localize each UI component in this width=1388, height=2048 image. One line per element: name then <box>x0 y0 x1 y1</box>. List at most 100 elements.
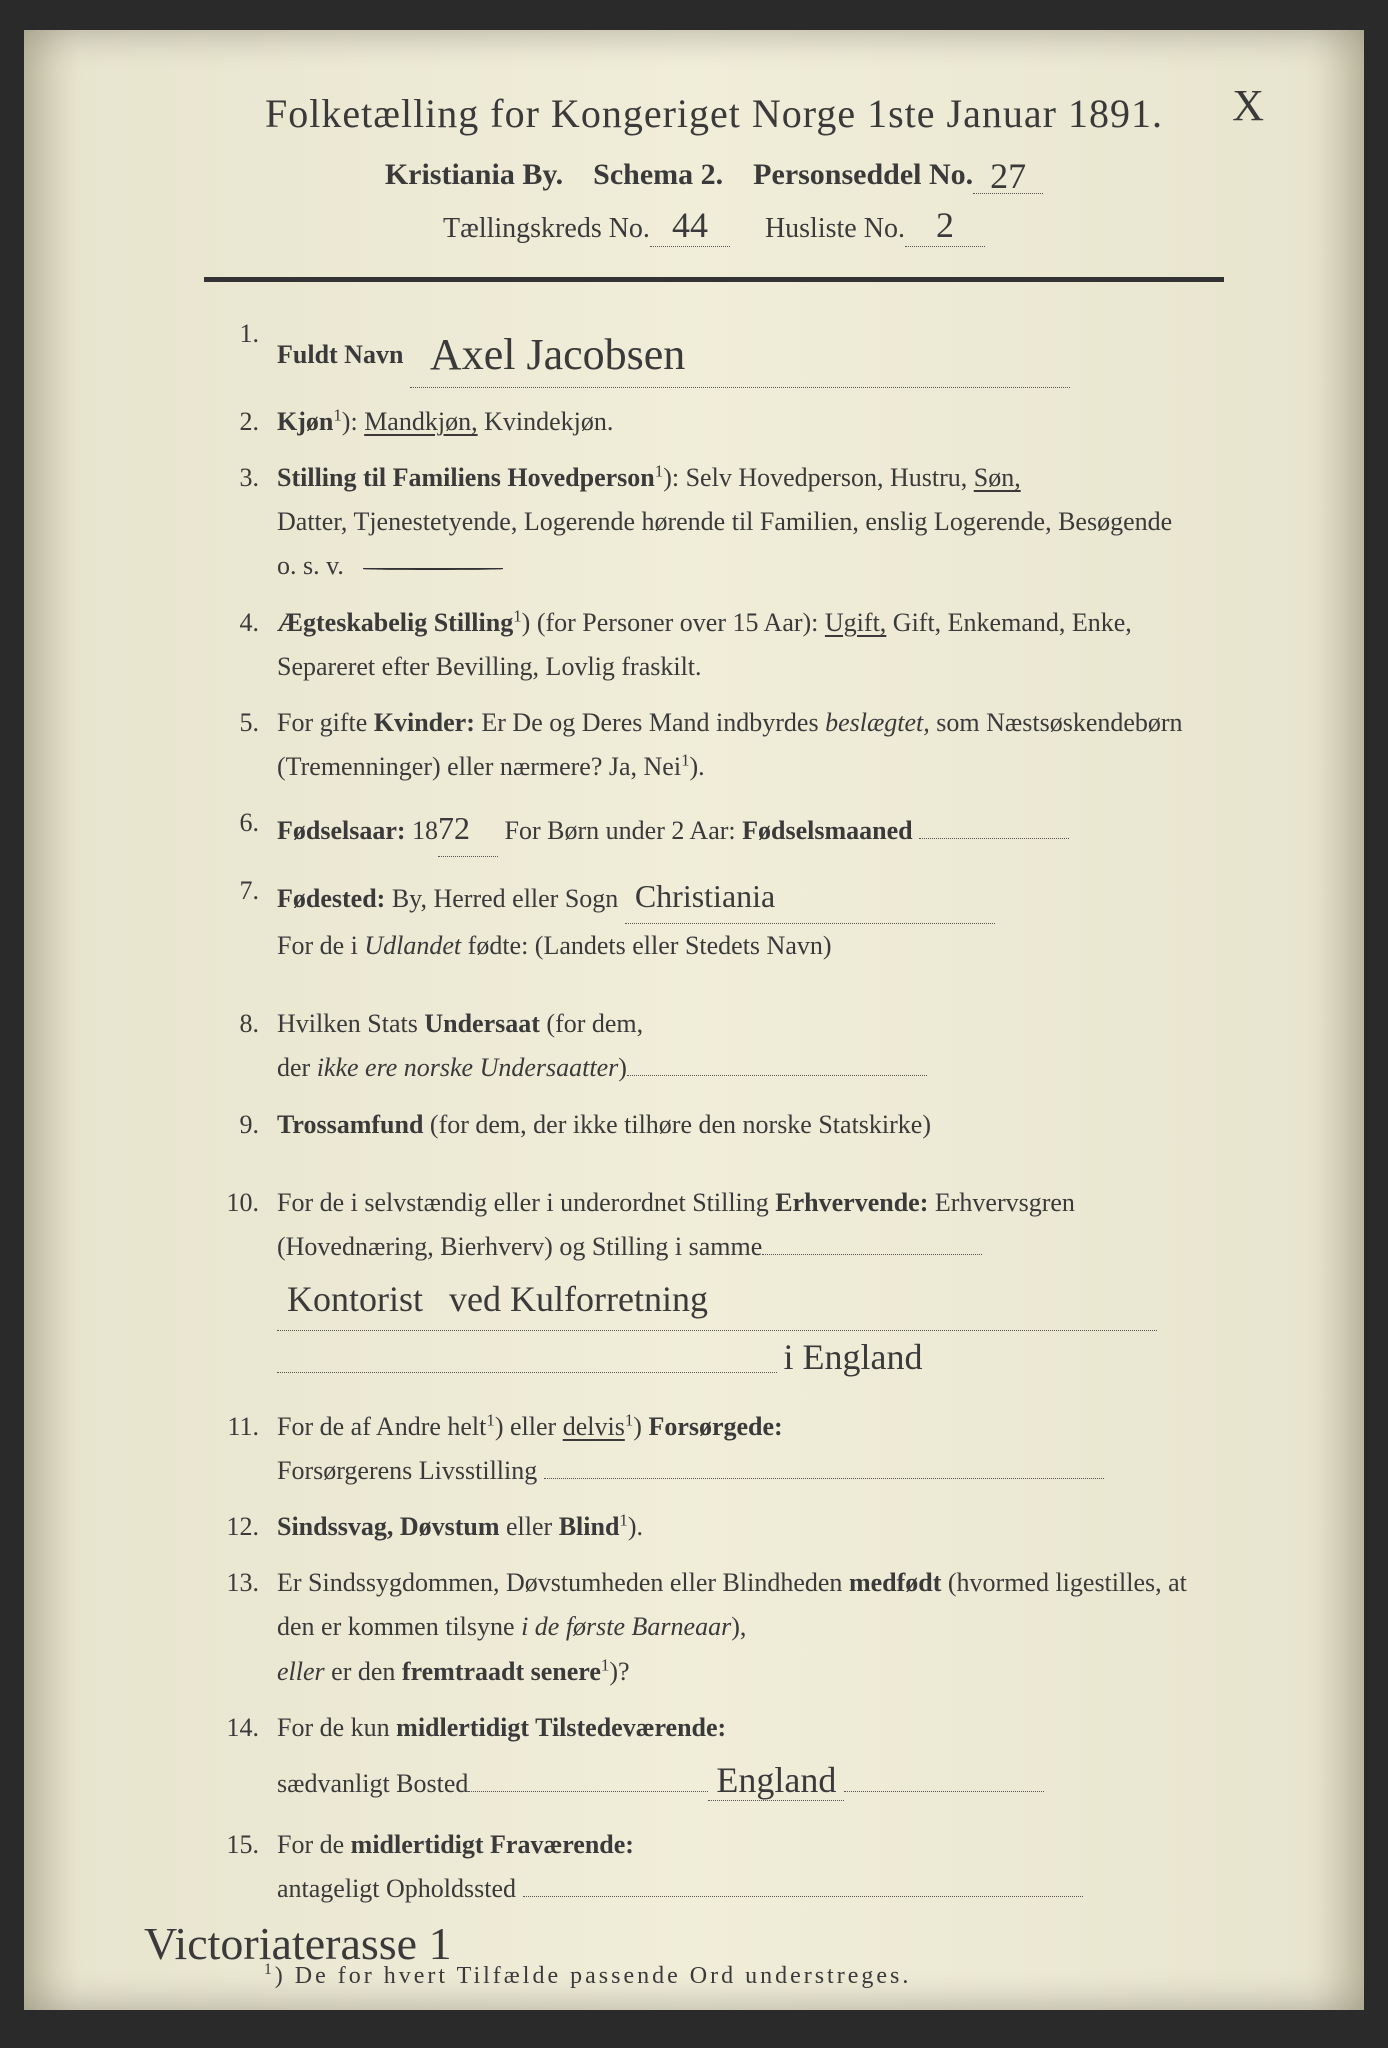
form-items: 1. Fuldt Navn Axel Jacobsen 2. Kjøn1): M… <box>204 312 1224 1911</box>
relation-text-b: Datter, Tjenestetyende, Logerende hørend… <box>277 507 1172 536</box>
q8-ikke: ikke ere norske Undersaatter <box>317 1053 619 1082</box>
q14-blank2 <box>844 1791 1044 1792</box>
q13-a: Er Sindssygdommen, Døvstumheden eller Bl… <box>277 1568 849 1597</box>
birthmonth-pre: For Børn under 2 Aar: <box>498 816 742 845</box>
birthyear-label: Fødselsaar: <box>277 816 406 845</box>
bottom-handwriting: Victoriaterasse 1 <box>144 1917 452 1970</box>
q12-b: eller <box>500 1512 559 1541</box>
schema-label: Schema 2. <box>593 158 723 191</box>
q8-a: Hvilken Stats <box>277 1009 424 1038</box>
q10-value1: Kontorist <box>277 1279 423 1319</box>
q15-mid: midlertidigt Fraværende: <box>351 1830 634 1859</box>
q12-blind: Blind <box>559 1512 620 1541</box>
title-main: Folketælling for Kongeriget Norge 1ste J… <box>204 90 1224 137</box>
header-divider <box>204 277 1224 282</box>
husliste-no-value: 2 <box>936 205 954 245</box>
underline-mark <box>363 568 503 570</box>
q15-blank <box>523 1896 1083 1897</box>
q14-blank1 <box>468 1791 708 1792</box>
q10-value2: ved Kulforretning <box>449 1279 708 1319</box>
spacer <box>204 980 1224 1002</box>
city-label: Kristiania By. <box>385 158 563 191</box>
fullname-label: Fuldt Navn <box>277 340 403 369</box>
item-15: 15. For de midlertidigt Fraværende: anta… <box>204 1823 1224 1911</box>
q10-blank1 <box>762 1254 982 1255</box>
q11-d: Forsørgerens Livsstilling <box>277 1456 537 1485</box>
q8-d: ) <box>618 1053 627 1082</box>
birthplace-d: fødte: (Landets eller Stedets Navn) <box>461 931 831 960</box>
form-header: Folketælling for Kongeriget Norge 1ste J… <box>204 90 1224 247</box>
q11-b: eller <box>504 1412 563 1441</box>
item-number: 15. <box>204 1823 277 1911</box>
q9-a: Trossamfund <box>277 1110 423 1139</box>
marital-label: Ægteskabelig Stilling <box>277 608 513 637</box>
relation-son: Søn, <box>974 463 1021 492</box>
item-number: 6. <box>204 801 277 856</box>
item-11: 11. For de af Andre helt1) eller delvis1… <box>204 1405 1224 1493</box>
q9-b: (for dem, der ikke tilhøre den norske St… <box>423 1110 931 1139</box>
q14-b: sædvanligt Bosted <box>277 1769 468 1798</box>
item-number: 14. <box>204 1706 277 1811</box>
q5-besl: beslægtet, <box>825 708 930 737</box>
fullname-value: Axel Jacobsen <box>430 330 685 379</box>
q11-c: Forsørgede: <box>642 1412 783 1441</box>
item-4: 4. Ægteskabelig Stilling1) (for Personer… <box>204 601 1224 689</box>
item-13: 13. Er Sindssygdommen, Døvstumheden elle… <box>204 1561 1224 1694</box>
personseddel-no-value: 27 <box>990 156 1026 196</box>
title-thirdline: Tællingskreds No. 44 Husliste No. 2 <box>204 204 1224 247</box>
birthyear-value: 72 <box>438 810 470 846</box>
item-number: 10. <box>204 1181 277 1393</box>
birthplace-c: For de i <box>277 931 364 960</box>
q5-a: For gifte <box>277 708 374 737</box>
birthplace-label: Fødested: <box>277 884 385 913</box>
q11-blank <box>544 1478 1104 1479</box>
item-9: 9. Trossamfund (for dem, der ikke tilhør… <box>204 1103 1224 1147</box>
sex-male: Mandkjøn, <box>364 407 477 436</box>
item-5: 5. For gifte Kvinder: Er De og Deres Man… <box>204 701 1224 789</box>
q15-b: antageligt Opholdssted <box>277 1874 516 1903</box>
item-number: 13. <box>204 1561 277 1694</box>
item-7: 7. Fødested: By, Herred eller Sogn Chris… <box>204 869 1224 969</box>
marital-text-a: (for Personer over 15 Aar): <box>530 608 825 637</box>
birthmonth-label: Fødselsmaaned <box>742 816 912 845</box>
item-number: 9. <box>204 1103 277 1147</box>
q14-a: For de kun <box>277 1713 396 1742</box>
item-12: 12. Sindssvag, Døvstum eller Blind1). <box>204 1505 1224 1549</box>
q5-kvinder: Kvinder: <box>374 708 475 737</box>
item-number: 4. <box>204 601 277 689</box>
item-number: 7. <box>204 869 277 969</box>
q8-blank <box>627 1075 927 1076</box>
q14-value: England <box>708 1760 844 1801</box>
q8-und: Undersaat <box>424 1009 540 1038</box>
q11-a: For de af Andre helt <box>277 1412 486 1441</box>
q13-eller: eller <box>277 1657 325 1686</box>
husliste-label: Husliste No. <box>765 213 905 244</box>
census-form-page: X Folketælling for Kongeriget Norge 1ste… <box>24 30 1364 2010</box>
item-number: 5. <box>204 701 277 789</box>
q8-b: (for dem, <box>540 1009 643 1038</box>
relation-label: Stilling til Familiens Hovedperson <box>277 463 655 492</box>
birthplace-value: Christiania <box>635 878 775 914</box>
q8-c: der <box>277 1053 317 1082</box>
item-14: 14. For de kun midlertidigt Tilstedevære… <box>204 1706 1224 1811</box>
q15-a: For de <box>277 1830 351 1859</box>
title-subline: Kristiania By. Schema 2. Personseddel No… <box>204 151 1224 194</box>
item-3: 3. Stilling til Familiens Hovedperson1):… <box>204 456 1224 589</box>
item-6: 6. Fødselsaar: 1872 For Børn under 2 Aar… <box>204 801 1224 856</box>
relation-osv: o. s. v. <box>277 551 344 580</box>
tallingskreds-label: Tællingskreds No. <box>443 213 650 244</box>
item-8: 8. Hvilken Stats Undersaat (for dem, der… <box>204 1002 1224 1090</box>
item-number: 8. <box>204 1002 277 1090</box>
birthmonth-blank <box>919 838 1069 839</box>
q13-d: er den <box>325 1657 402 1686</box>
birthyear-prefix: 18 <box>406 816 439 845</box>
tallingskreds-no-value: 44 <box>672 205 708 245</box>
q13-frem: fremtraadt senere <box>402 1657 601 1686</box>
birthplace-udl: Udlandet <box>364 931 461 960</box>
relation-text-a: Selv Hovedperson, Hustru, <box>686 463 974 492</box>
marital-ugift: Ugift, <box>825 608 886 637</box>
birthplace-b: By, Herred eller Sogn <box>385 884 618 913</box>
q10-value3: i England <box>784 1337 923 1377</box>
q10-a: For de i selvstændig eller i underordnet… <box>277 1188 775 1217</box>
item-10: 10. For de i selvstændig eller i underor… <box>204 1181 1224 1393</box>
